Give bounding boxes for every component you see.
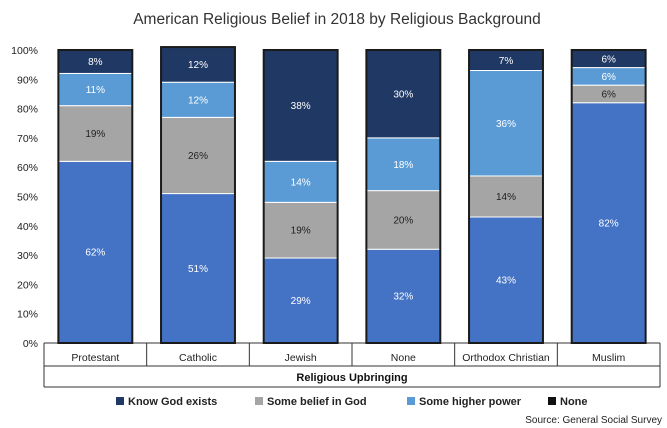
y-tick-label: 60%: [17, 162, 38, 174]
data-label: 38%: [291, 101, 311, 112]
y-tick-label: 90%: [17, 74, 38, 86]
legend-label: Some belief in God: [267, 396, 367, 408]
data-label: 12%: [188, 60, 208, 71]
bar-segment: [57, 160, 133, 344]
y-tick-label: 30%: [17, 250, 38, 262]
data-label: 82%: [599, 218, 619, 229]
y-tick-label: 20%: [17, 279, 38, 291]
data-labels: 62% 19% 11% 8% 51% 26% 12% 12% 29% 19% 14% 38% 32% 20…: [85, 54, 618, 307]
bar-segment: [468, 175, 544, 218]
data-label: 32%: [393, 292, 413, 303]
data-label: 29%: [291, 296, 311, 307]
x-category-label: Orthodox Christian: [462, 352, 550, 364]
data-label: 18%: [393, 160, 413, 171]
y-tick-label: 50%: [17, 192, 38, 204]
data-label: 8%: [88, 57, 103, 68]
legend-label: None: [560, 396, 588, 408]
x-category-label: Protestant: [71, 352, 119, 364]
y-tick-label: 10%: [17, 309, 38, 321]
x-axis-title: Religious Upbringing: [296, 372, 407, 384]
data-label: 30%: [393, 89, 413, 100]
bar-segment: [57, 105, 133, 162]
data-label: 51%: [188, 264, 208, 275]
legend-label: Know God exists: [128, 396, 217, 408]
y-tick-label: 70%: [17, 133, 38, 145]
bar-segment: [365, 49, 441, 139]
legend-label: Some higher power: [419, 396, 522, 408]
y-tick-label: 100%: [11, 45, 38, 57]
data-label: 20%: [393, 215, 413, 226]
bar-segment: [365, 248, 441, 344]
bar-segment: [160, 193, 236, 344]
bar-outline: [160, 46, 236, 344]
data-label: 6%: [601, 72, 616, 83]
bar-outline: [365, 49, 442, 344]
data-label: 43%: [496, 276, 516, 287]
data-label: 19%: [85, 129, 105, 140]
bar-segment: [263, 49, 339, 162]
y-tick-label: 80%: [17, 104, 38, 116]
x-category-label: Catholic: [179, 352, 217, 364]
data-label: 6%: [601, 54, 616, 65]
data-label: 12%: [188, 95, 208, 106]
x-category-label: Jewish: [285, 352, 317, 364]
source-note: Source: General Social Survey: [525, 415, 662, 426]
bar-segment: [468, 70, 544, 177]
bar-outline: [262, 49, 339, 344]
bar-outline: [468, 49, 544, 344]
data-label: 14%: [291, 177, 311, 188]
data-label: 19%: [291, 226, 311, 237]
x-category-label: Muslim: [592, 352, 626, 364]
bar-segment: [468, 216, 544, 344]
bar-segment: [571, 102, 647, 344]
y-tick-label: 0%: [23, 338, 38, 350]
data-label: 62%: [85, 248, 105, 259]
legend-swatch: [255, 397, 263, 405]
bar-segment: [263, 257, 339, 344]
data-label: 26%: [188, 151, 208, 162]
data-label: 14%: [496, 192, 516, 203]
x-category-label: None: [391, 352, 416, 364]
chart-title: American Religious Belief in 2018 by Rel…: [133, 11, 541, 28]
legend-swatch: [548, 397, 556, 405]
bar-segment: [365, 137, 441, 192]
legend: Know God exists Some belief in God Some hi…: [116, 396, 588, 408]
data-label: 7%: [499, 56, 514, 67]
legend-swatch: [116, 397, 124, 405]
y-tick-label: 40%: [17, 221, 38, 233]
axes: 0% 10% 20% 30% 40% 50% 60% 70% 80% 90% 100% Protest…: [11, 45, 661, 388]
bar-outline: [570, 49, 647, 344]
data-label: 11%: [86, 85, 105, 96]
data-label: 6%: [601, 89, 616, 100]
data-label: 36%: [496, 119, 516, 130]
legend-swatch: [407, 397, 415, 405]
bar-outline: [57, 49, 134, 344]
bar-segment: [160, 116, 236, 195]
bars: [57, 46, 647, 344]
